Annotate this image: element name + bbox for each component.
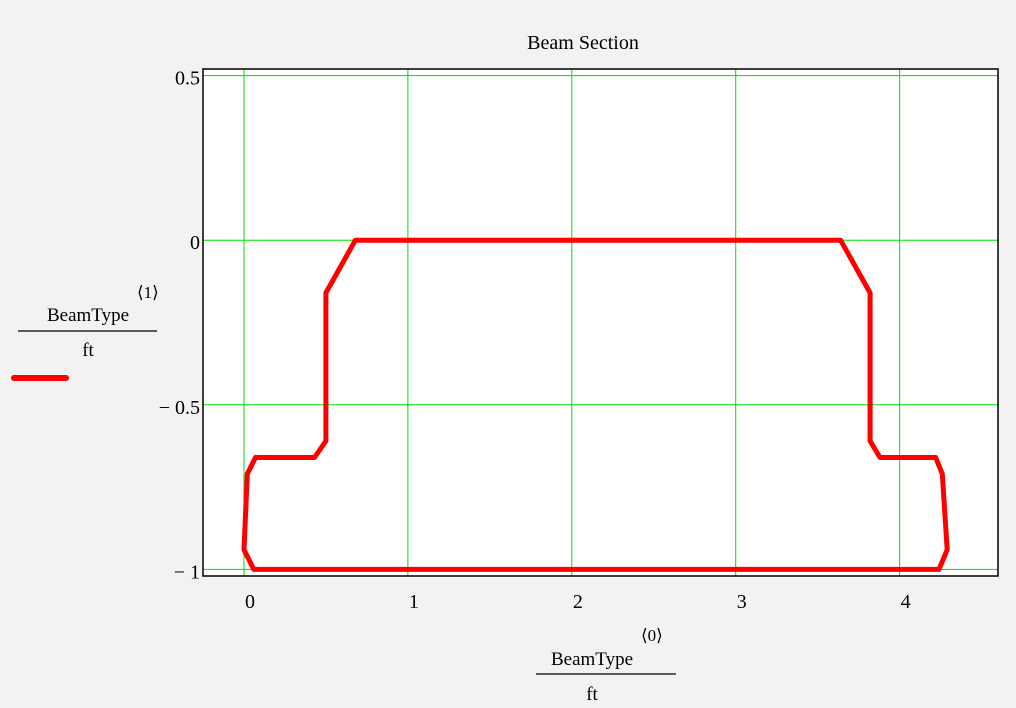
y-tick-label: − 1 — [174, 561, 200, 583]
series-layer — [241, 237, 950, 572]
x-tick-label: 0 — [245, 591, 255, 613]
chart-title: Beam Section — [527, 32, 639, 54]
x-axis-label-name: BeamType — [551, 649, 633, 670]
x-axis-label-superscript: ⟨0⟩ — [641, 626, 663, 645]
x-axis-label-unit: ft — [586, 684, 598, 705]
y-tick-label: − 0.5 — [159, 397, 200, 419]
data-point — [246, 473, 248, 475]
y-axis-label: BeamType ⟨1⟩ ft — [11, 283, 159, 381]
x-tick-labels: 0 1 2 3 4 — [245, 591, 911, 613]
data-point — [941, 473, 943, 475]
y-axis-label-superscript: ⟨1⟩ — [137, 283, 159, 302]
y-axis-label-unit: ft — [82, 340, 94, 361]
plot-area — [203, 69, 998, 576]
data-point — [869, 440, 871, 442]
x-tick-label: 1 — [409, 591, 419, 613]
data-point — [325, 440, 327, 442]
data-point — [243, 549, 245, 551]
data-point — [879, 456, 881, 458]
data-point — [313, 456, 315, 458]
data-point — [253, 568, 255, 570]
y-axis-label-name: BeamType — [47, 305, 129, 326]
data-point — [254, 456, 256, 458]
x-tick-label: 4 — [901, 591, 911, 613]
data-point — [354, 239, 356, 241]
data-point — [840, 239, 842, 241]
plot-frame — [202, 68, 999, 577]
x-tick-label: 3 — [737, 591, 747, 613]
x-tick-label: 2 — [573, 591, 583, 613]
y-tick-label: 0 — [190, 232, 200, 254]
data-point — [869, 292, 871, 294]
data-point — [325, 292, 327, 294]
y-tick-label: 0.5 — [175, 68, 200, 90]
y-tick-labels: 0.5 0 − 0.5 − 1 — [159, 68, 200, 584]
x-axis-label: BeamType ⟨0⟩ ft — [536, 626, 676, 705]
data-point — [938, 568, 940, 570]
data-point — [935, 456, 937, 458]
data-point — [946, 549, 948, 551]
